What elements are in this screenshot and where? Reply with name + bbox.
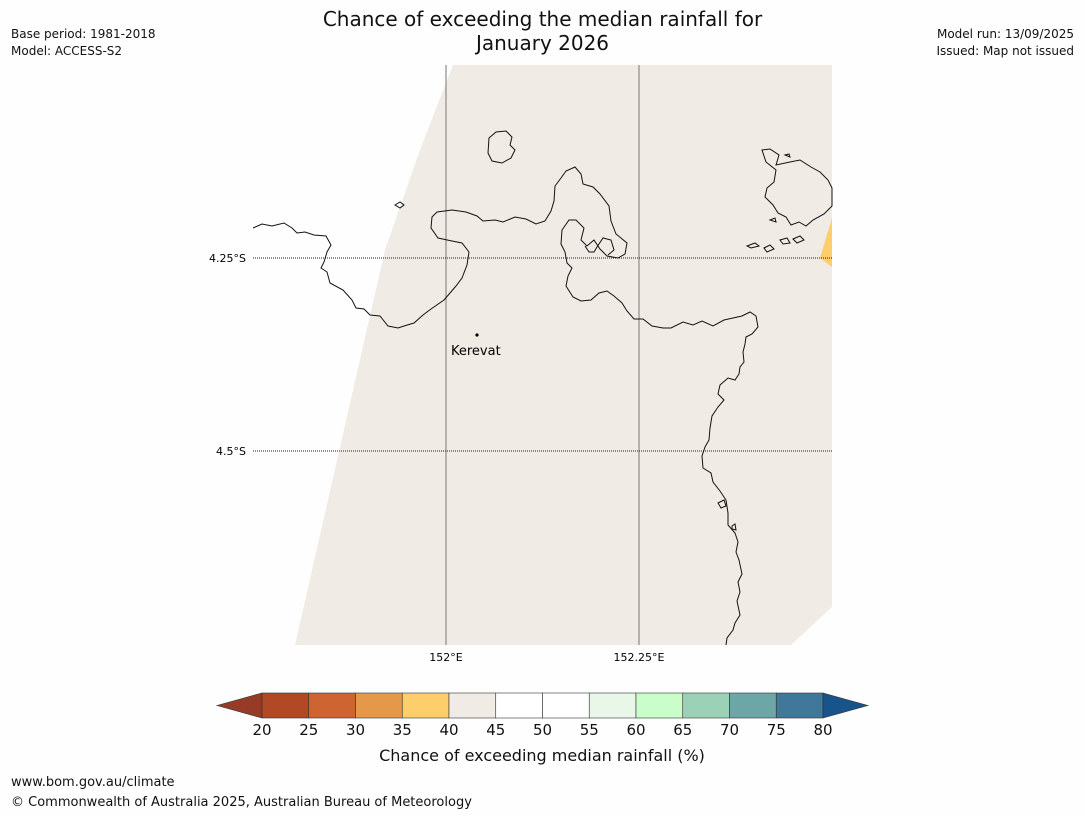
map-area: Kerevat 4.25°S 4.5°S 152°E 152.25°E — [209, 65, 833, 664]
model-name: Model: ACCESS-S2 — [11, 44, 123, 58]
colorbar-tick-label: 30 — [346, 721, 365, 739]
meta-right: Model run: 13/09/2025 Issued: Map not is… — [936, 26, 1074, 60]
colorbar-tick-label: 35 — [393, 721, 412, 739]
colorbar-swatch — [448, 692, 497, 719]
colorbar-swatch — [729, 692, 777, 719]
colorbar-swatch — [355, 692, 403, 719]
islet-east-5 — [768, 217, 777, 223]
colorbar-swatch — [682, 692, 730, 719]
islet-east-8 — [731, 523, 737, 531]
colorbar-under-arrow — [215, 692, 263, 719]
islet-east-1 — [745, 242, 761, 249]
colorbar-tick-label: 50 — [533, 721, 552, 739]
colorbar-tick-label: 80 — [813, 721, 832, 739]
title-line-2: January 2026 — [475, 31, 610, 55]
highlight-cell — [820, 218, 832, 267]
colorbar-tick-label: 55 — [580, 721, 599, 739]
islet — [394, 201, 405, 209]
islet-east-7 — [717, 499, 727, 509]
islet-east-4 — [792, 235, 805, 244]
colorbar-swatch — [542, 692, 590, 719]
colorbar-label: Chance of exceeding median rainfall (%) — [379, 746, 705, 765]
colorbar-tick-label: 20 — [252, 721, 271, 739]
colorbar-swatch — [588, 692, 637, 719]
lon-label-152: 152°E — [429, 651, 462, 664]
colorbar-tick-label: 60 — [626, 721, 645, 739]
colorbar-swatch — [401, 692, 450, 719]
base-period: Base period: 1981-2018 — [11, 27, 156, 41]
footer-url: www.bom.gov.au/climate — [11, 775, 175, 790]
colorbar-swatch — [495, 692, 543, 719]
title-line-1: Chance of exceeding the median rainfall … — [322, 7, 763, 31]
colorbar-swatch — [635, 692, 684, 719]
lon-label-152-25: 152.25°E — [614, 651, 665, 664]
footer-copyright: © Commonwealth of Australia 2025, Austra… — [11, 795, 472, 810]
island-group-east — [761, 148, 833, 227]
lat-label-4-5: 4.5°S — [216, 445, 246, 458]
map-title: Chance of exceeding the median rainfall … — [0, 7, 1085, 55]
islet-east-2 — [763, 244, 775, 253]
colorbar-swatch — [775, 692, 824, 719]
colorbar-tick-label: 65 — [673, 721, 692, 739]
island-north — [487, 130, 516, 164]
place-marker — [475, 333, 479, 337]
colorbar-swatch — [261, 692, 310, 719]
forecast-region — [295, 65, 832, 645]
coastline-main — [252, 166, 759, 646]
issue-status: Issued: Map not issued — [936, 44, 1074, 58]
colorbar: 20 25 30 35 40 45 50 55 60 65 70 75 80 Chance of exc… — [215, 692, 870, 765]
meta-left: Base period: 1981-2018 Model: ACCESS-S2 — [11, 26, 156, 60]
lat-label-4-25: 4.25°S — [209, 252, 246, 265]
model-run: Model run: 13/09/2025 — [936, 27, 1074, 41]
islet-east-6 — [783, 153, 791, 158]
colorbar-over-arrow — [822, 692, 870, 719]
colorbar-tick-label: 75 — [767, 721, 786, 739]
islet-east-3 — [779, 237, 791, 245]
colorbar-tick-label: 40 — [439, 721, 458, 739]
coastline-inlet — [584, 237, 615, 256]
colorbar-swatch — [308, 692, 356, 719]
colorbar-tick-label: 25 — [299, 721, 318, 739]
colorbar-tick-label: 70 — [720, 721, 739, 739]
colorbar-tick-label: 45 — [486, 721, 505, 739]
place-label: Kerevat — [451, 344, 501, 359]
